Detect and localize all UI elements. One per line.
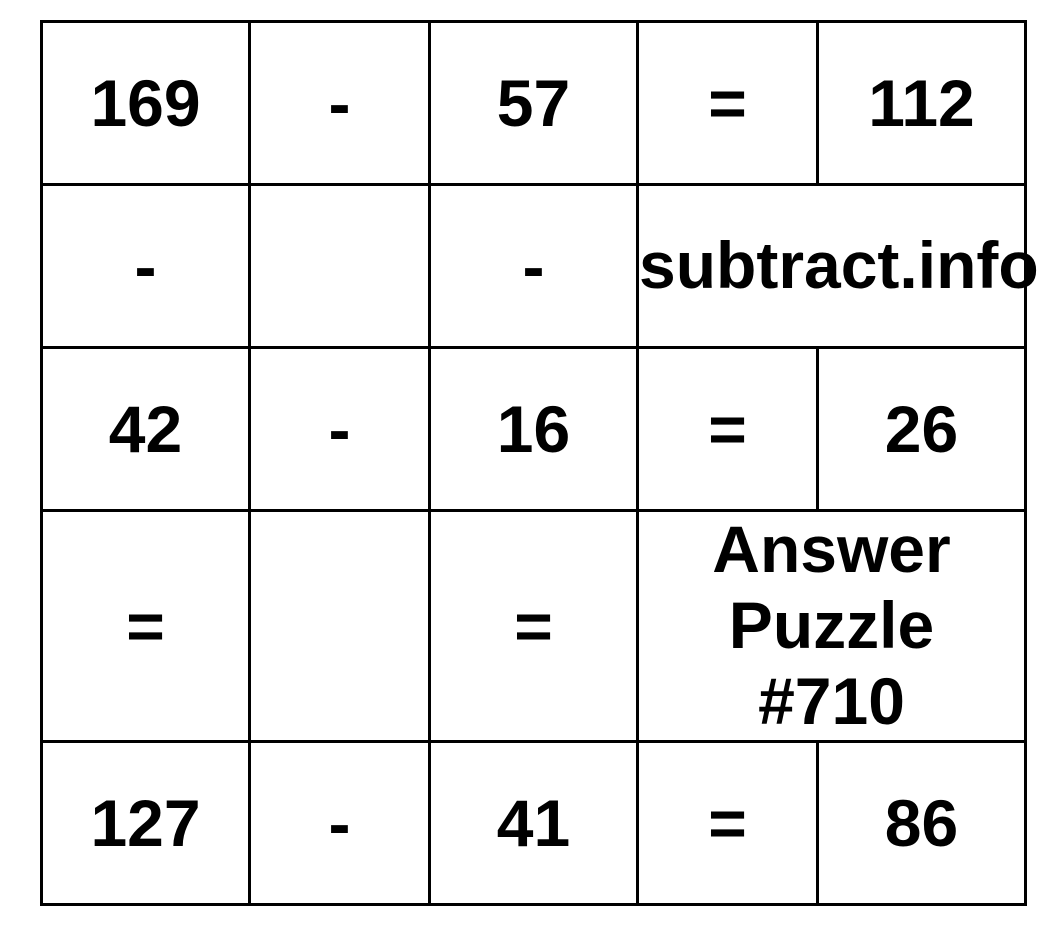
r5-eq: = xyxy=(638,741,818,904)
r5-result: 86 xyxy=(818,741,1026,904)
puzzle-row-2: - - subtract.info xyxy=(42,185,1026,348)
r1-b: 57 xyxy=(430,22,638,185)
r5-op: - xyxy=(250,741,430,904)
r3-eq: = xyxy=(638,348,818,511)
r1-result: 112 xyxy=(818,22,1026,185)
r5-b: 41 xyxy=(430,741,638,904)
c1-op: - xyxy=(42,185,250,348)
r1-op: - xyxy=(250,22,430,185)
blank-1 xyxy=(250,185,430,348)
puzzle-row-4: = = Answer Puzzle#710 xyxy=(42,511,1026,742)
puzzle-row-3: 42 - 16 = 26 xyxy=(42,348,1026,511)
blank-2 xyxy=(250,511,430,742)
r3-result: 26 xyxy=(818,348,1026,511)
r1-eq: = xyxy=(638,22,818,185)
puzzle-id: Answer Puzzle#710 xyxy=(638,511,1026,742)
r5-a: 127 xyxy=(42,741,250,904)
site-info: subtract.info xyxy=(638,185,1026,348)
c3-op: - xyxy=(430,185,638,348)
c1-eq: = xyxy=(42,511,250,742)
c3-eq: = xyxy=(430,511,638,742)
puzzle-row-5: 127 - 41 = 86 xyxy=(42,741,1026,904)
r3-op: - xyxy=(250,348,430,511)
puzzle-row-1: 169 - 57 = 112 xyxy=(42,22,1026,185)
subtraction-puzzle-grid: 169 - 57 = 112 - - subtract.info 42 - 16… xyxy=(40,20,1027,906)
r3-b: 16 xyxy=(430,348,638,511)
r3-a: 42 xyxy=(42,348,250,511)
r1-a: 169 xyxy=(42,22,250,185)
